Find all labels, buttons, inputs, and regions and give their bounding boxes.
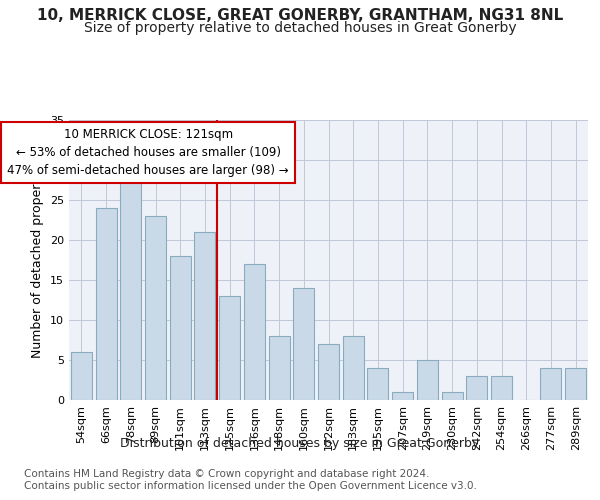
Bar — [343, 336, 364, 400]
Bar — [293, 288, 314, 400]
Text: Contains public sector information licensed under the Open Government Licence v3: Contains public sector information licen… — [24, 481, 477, 491]
Bar — [194, 232, 215, 400]
Bar — [244, 264, 265, 400]
Text: Size of property relative to detached houses in Great Gonerby: Size of property relative to detached ho… — [83, 21, 517, 35]
Bar — [170, 256, 191, 400]
Bar — [392, 392, 413, 400]
Bar — [541, 368, 562, 400]
Bar — [417, 360, 438, 400]
Bar — [491, 376, 512, 400]
Bar — [95, 208, 116, 400]
Y-axis label: Number of detached properties: Number of detached properties — [31, 162, 44, 358]
Bar — [442, 392, 463, 400]
Bar — [71, 352, 92, 400]
Bar — [120, 176, 141, 400]
Text: 10, MERRICK CLOSE, GREAT GONERBY, GRANTHAM, NG31 8NL: 10, MERRICK CLOSE, GREAT GONERBY, GRANTH… — [37, 8, 563, 22]
Bar — [269, 336, 290, 400]
Text: Distribution of detached houses by size in Great Gonerby: Distribution of detached houses by size … — [121, 438, 479, 450]
Bar — [145, 216, 166, 400]
Bar — [367, 368, 388, 400]
Bar — [219, 296, 240, 400]
Bar — [466, 376, 487, 400]
Bar — [318, 344, 339, 400]
Bar — [565, 368, 586, 400]
Text: Contains HM Land Registry data © Crown copyright and database right 2024.: Contains HM Land Registry data © Crown c… — [24, 469, 430, 479]
Text: 10 MERRICK CLOSE: 121sqm
← 53% of detached houses are smaller (109)
47% of semi-: 10 MERRICK CLOSE: 121sqm ← 53% of detach… — [7, 128, 289, 177]
